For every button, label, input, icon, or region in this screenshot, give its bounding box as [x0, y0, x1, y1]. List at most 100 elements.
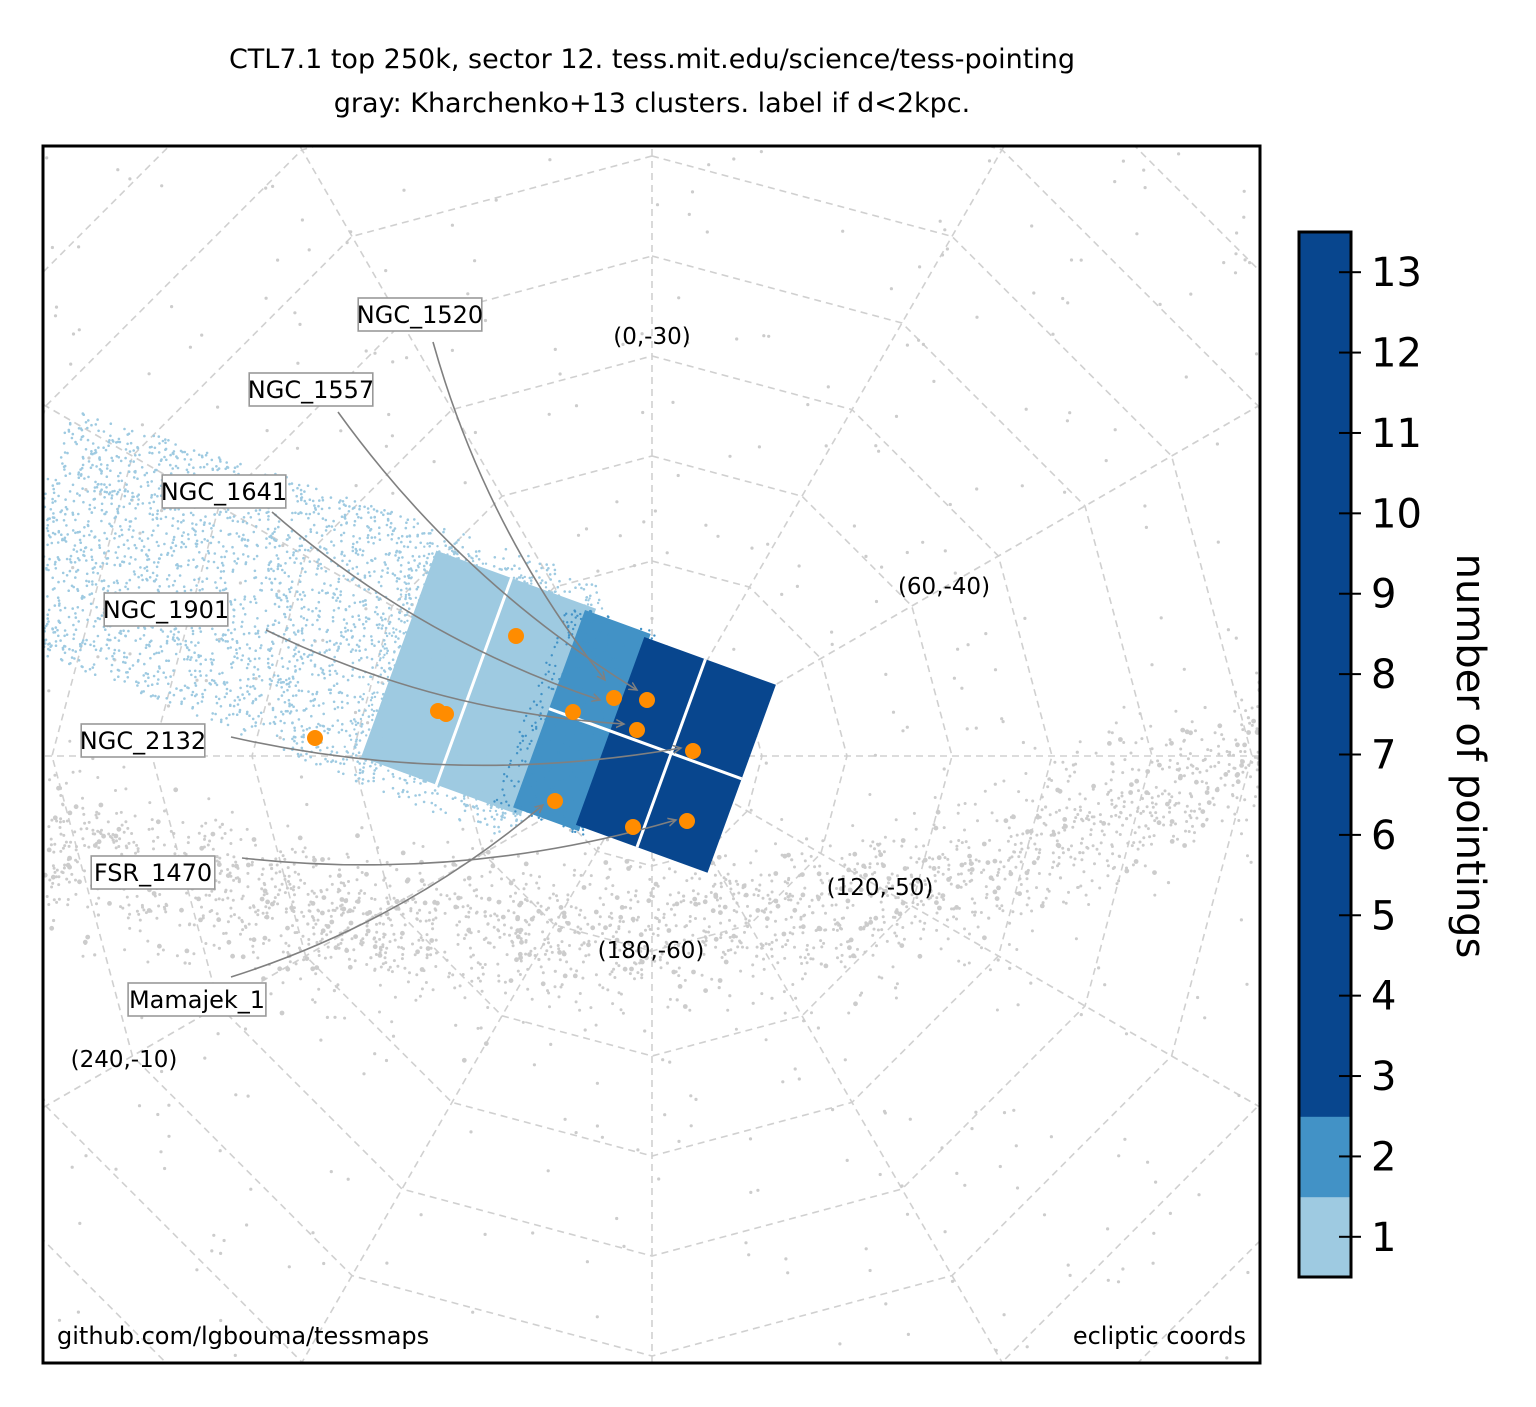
- background-cluster-point: [199, 845, 205, 851]
- background-cluster-point: [628, 972, 632, 976]
- background-cluster-point: [1235, 779, 1241, 785]
- background-cluster-point: [363, 891, 367, 895]
- background-cluster-point: [993, 668, 998, 672]
- background-cluster-point: [516, 854, 520, 858]
- background-cluster-point: [787, 894, 791, 898]
- background-cluster-point: [86, 905, 90, 909]
- background-cluster-point: [239, 838, 243, 841]
- background-cluster-point: [847, 945, 852, 951]
- background-cluster-point: [151, 827, 154, 831]
- background-cluster-point: [128, 177, 132, 181]
- background-cluster-point: [937, 866, 941, 869]
- background-cluster-point: [889, 287, 894, 291]
- background-cluster-point: [1240, 723, 1244, 727]
- background-cluster-point: [367, 910, 373, 915]
- ctl-star: [277, 563, 280, 566]
- background-cluster-point: [1109, 778, 1113, 782]
- background-cluster-point: [1061, 826, 1065, 830]
- background-cluster-point: [876, 862, 879, 866]
- background-cluster-point: [1150, 801, 1154, 805]
- background-cluster-point: [387, 412, 391, 417]
- background-cluster-point: [1145, 769, 1151, 774]
- background-cluster-point: [464, 915, 468, 919]
- background-cluster-point: [262, 935, 268, 941]
- background-cluster-point: [988, 875, 994, 881]
- background-cluster-point: [900, 844, 904, 848]
- background-cluster-point: [644, 928, 647, 932]
- background-cluster-point: [405, 356, 409, 360]
- background-cluster-point: [846, 867, 852, 873]
- background-cluster-point: [746, 904, 749, 908]
- ctl-star: [260, 679, 264, 682]
- background-cluster-point: [1233, 766, 1237, 770]
- background-cluster-point: [900, 1184, 904, 1188]
- background-cluster-point: [840, 953, 844, 957]
- background-cluster-point: [483, 910, 487, 914]
- background-cluster-point: [896, 874, 899, 878]
- background-cluster-point: [1032, 291, 1036, 295]
- ctl-star: [332, 700, 336, 704]
- background-cluster-point: [365, 933, 369, 937]
- ctl-star: [324, 518, 328, 522]
- background-cluster-point: [260, 887, 264, 891]
- ctl-star: [357, 777, 361, 780]
- ctl-star: [367, 617, 371, 621]
- ctl-star: [46, 617, 49, 620]
- background-cluster-point: [214, 818, 218, 822]
- background-cluster-point: [799, 955, 802, 959]
- background-cluster-point: [894, 818, 898, 822]
- background-cluster-point: [347, 957, 351, 961]
- ctl-star: [88, 667, 92, 671]
- ctl-star: [78, 642, 82, 646]
- background-cluster-point: [770, 954, 774, 958]
- background-cluster-point: [921, 903, 925, 907]
- background-cluster-point: [509, 894, 512, 898]
- background-cluster-point: [1092, 815, 1096, 819]
- ctl-star: [236, 520, 240, 523]
- background-cluster-point: [1246, 716, 1250, 720]
- background-cluster-point: [657, 919, 661, 923]
- background-cluster-point: [523, 861, 529, 867]
- ctl-star: [370, 635, 373, 638]
- background-cluster-point: [1121, 823, 1125, 827]
- background-cluster-point: [1113, 805, 1117, 809]
- background-cluster-point: [425, 956, 429, 960]
- background-cluster-point: [949, 840, 953, 844]
- background-cluster-point: [312, 932, 316, 936]
- ctl-star: [552, 563, 555, 567]
- background-cluster-point: [396, 964, 400, 968]
- ctl-star: [308, 512, 312, 516]
- ctl-star: [218, 458, 222, 461]
- background-cluster-point: [853, 868, 857, 871]
- background-cluster-point: [900, 838, 906, 843]
- ctl-star: [199, 466, 202, 469]
- background-cluster-point: [713, 873, 717, 877]
- background-cluster-point: [377, 953, 383, 958]
- background-cluster-point: [720, 956, 724, 959]
- background-cluster-point: [511, 944, 515, 948]
- ctl-star: [413, 777, 416, 781]
- ctl-star: [394, 554, 397, 557]
- background-cluster-point: [220, 822, 224, 827]
- background-cluster-point: [562, 973, 568, 979]
- ctl-star: [102, 579, 106, 582]
- ctl-star: [118, 564, 122, 567]
- background-cluster-point: [909, 856, 913, 860]
- ctl-star: [267, 515, 270, 518]
- background-cluster-point: [1106, 1278, 1110, 1282]
- background-cluster-point: [651, 895, 655, 898]
- background-cluster-point: [198, 917, 203, 923]
- background-cluster-point: [834, 903, 838, 907]
- background-cluster-point: [874, 444, 878, 448]
- background-cluster-point: [87, 820, 91, 824]
- background-cluster-point: [1163, 789, 1167, 793]
- ctl-star: [436, 792, 439, 795]
- ctl-star: [95, 465, 98, 468]
- background-cluster-point: [985, 860, 991, 865]
- ctl-star: [358, 768, 362, 772]
- ctl-star: [58, 602, 61, 605]
- background-cluster-point: [484, 914, 487, 918]
- background-cluster-point: [858, 993, 862, 997]
- ctl-star: [337, 770, 340, 773]
- ctl-star: [454, 796, 457, 799]
